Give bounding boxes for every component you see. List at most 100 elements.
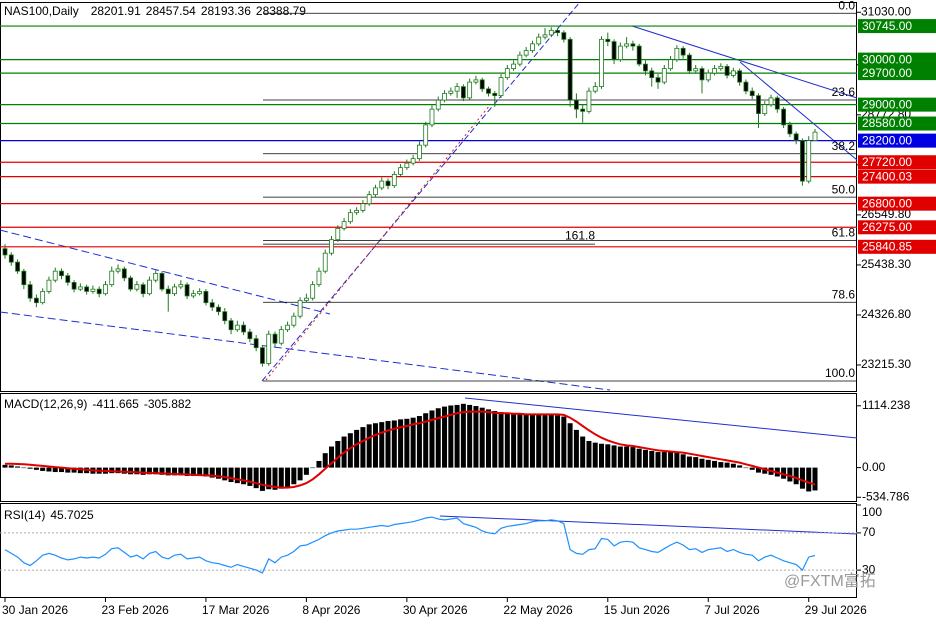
- macd-bar: [448, 405, 454, 468]
- candle-body: [33, 297, 39, 304]
- candle-body: [398, 167, 403, 175]
- macd-bar: [121, 467, 127, 474]
- downtrend-line: [631, 25, 858, 99]
- rsi-line: [4, 516, 816, 574]
- level-label: 29000.00: [862, 97, 912, 111]
- candle-body: [599, 38, 604, 88]
- macd-bar: [115, 467, 121, 474]
- macd-bar: [787, 467, 793, 482]
- macd-bar: [454, 404, 460, 468]
- macd-bar: [2, 464, 8, 468]
- macd-bar: [241, 467, 247, 485]
- macd-bar: [128, 467, 134, 475]
- macd-bar: [278, 467, 284, 489]
- macd-bar: [542, 414, 548, 468]
- macd-bar: [498, 412, 504, 468]
- macd-bar: [354, 429, 360, 468]
- candle-body: [548, 29, 554, 36]
- macd-bar: [77, 467, 83, 474]
- candle-body: [366, 194, 372, 205]
- candle-body: [492, 92, 498, 97]
- level-box: [858, 196, 936, 211]
- candle-body: [222, 311, 228, 322]
- macd-bar: [215, 467, 221, 479]
- macd-bar: [203, 467, 209, 477]
- x-tick-label: 23 Feb 2026: [101, 603, 169, 617]
- candle-body: [680, 47, 686, 56]
- macd-bar: [159, 467, 165, 475]
- candle-body: [109, 270, 115, 286]
- candle-body: [724, 65, 730, 76]
- macd-panel: [0, 393, 857, 502]
- macd-bar: [680, 454, 686, 468]
- candle-body: [486, 88, 491, 94]
- fib-label: 0.0: [838, 0, 855, 12]
- macd-bar: [184, 467, 190, 476]
- x-tick-label: 7 Jul 2026: [704, 603, 760, 617]
- candle-body: [530, 43, 535, 52]
- macd-bar: [755, 467, 761, 473]
- fib-label: 61.8: [832, 226, 856, 240]
- candle-body: [768, 97, 774, 106]
- candle-body: [65, 275, 71, 283]
- ohlc-value: 28193.36: [201, 4, 251, 18]
- macd-bar: [555, 415, 561, 468]
- candle-body: [536, 36, 542, 45]
- candle-body: [310, 284, 316, 299]
- macd-tick-label: 1114.238: [862, 398, 911, 412]
- candle-body: [140, 284, 146, 295]
- candle-body: [774, 97, 780, 110]
- macd-bar: [27, 467, 33, 469]
- macd-bar: [410, 417, 416, 468]
- candle-body: [21, 270, 27, 286]
- macd-bar: [460, 403, 466, 468]
- candle-body: [655, 77, 661, 83]
- macd-bar: [686, 456, 692, 468]
- downtrend-line: [739, 61, 858, 161]
- candle-body: [793, 133, 799, 142]
- candle-body: [756, 95, 761, 115]
- rsi-panel: [0, 503, 857, 598]
- macd-bar: [605, 444, 611, 468]
- x-tick-label: 22 May 2026: [503, 603, 573, 617]
- fib-label: 50.0: [832, 182, 856, 196]
- macd-header: MACD(12,26,9) -411.665 -305.882: [4, 397, 192, 411]
- macd-bar: [310, 467, 316, 469]
- candle-body: [467, 81, 473, 99]
- macd-bar: [536, 414, 542, 468]
- candle-body: [649, 70, 655, 79]
- candle-body: [699, 68, 705, 81]
- macd-bar: [197, 467, 203, 476]
- macd-bar: [46, 467, 52, 472]
- macd-bar: [636, 448, 642, 468]
- candle-body: [2, 248, 8, 256]
- candle-body: [448, 90, 454, 94]
- macd-bar: [442, 406, 448, 468]
- candle-body: [278, 329, 284, 344]
- candle-body: [52, 270, 58, 281]
- x-tick-label: 8 Apr 2026: [302, 603, 360, 617]
- macd-bar: [642, 449, 648, 468]
- candle-body: [266, 333, 272, 364]
- candle-body: [454, 86, 460, 92]
- macd-bar: [391, 420, 397, 468]
- macd-bar: [347, 433, 353, 468]
- candle-body: [379, 180, 385, 189]
- level-label: 26275.00: [862, 220, 912, 234]
- watermark: @FXTM富拓: [784, 572, 876, 590]
- candle-body: [203, 291, 209, 304]
- macd-bar: [253, 467, 259, 489]
- macd-bar: [793, 467, 799, 485]
- candle-body: [391, 173, 397, 187]
- x-tick-label: 30 Jan 2026: [2, 603, 68, 617]
- channel-line: [0, 311, 611, 391]
- candle-body: [172, 286, 177, 295]
- candle-body: [498, 77, 504, 97]
- candle-body: [303, 297, 309, 301]
- level-box: [858, 19, 936, 34]
- candle-body: [580, 108, 586, 112]
- candle-body: [241, 324, 247, 333]
- candle-body: [128, 277, 133, 290]
